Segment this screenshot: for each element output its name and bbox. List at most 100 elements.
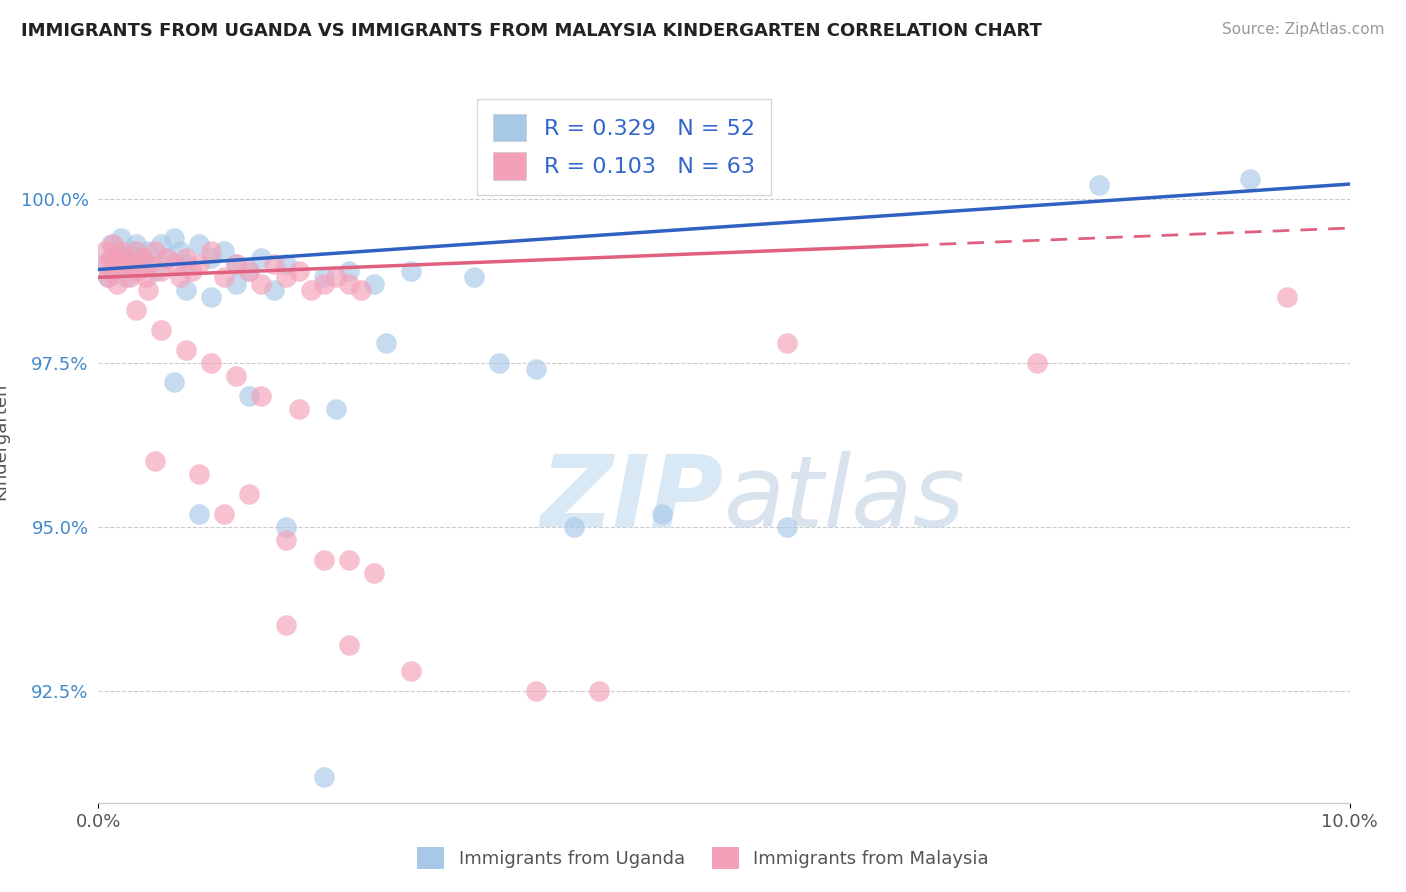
Point [143,264,166,278]
Point [312,270,335,285]
Point [212,270,235,285]
Point [110,244,132,258]
Legend: Immigrants from Uganda, Immigrants from Malaysia: Immigrants from Uganda, Immigrants from … [408,838,998,879]
Point [250,277,273,291]
Point [103,237,125,252]
Point [122,257,145,271]
Point [105,257,128,271]
Point [174,251,197,265]
Point [143,244,166,258]
Point [225,368,247,383]
Point [169,270,191,285]
Point [200,244,222,258]
Point [238,388,260,402]
Point [562,520,585,534]
Point [138,244,160,258]
Point [526,362,548,376]
Point [187,507,209,521]
Point [162,257,184,271]
Point [125,244,148,258]
Point [131,251,153,265]
Point [463,270,485,285]
Point [325,401,347,416]
Point [350,284,373,298]
Point [150,237,173,252]
Point [776,520,799,534]
Point [97,270,120,285]
Point [105,277,128,291]
Point [156,251,179,265]
Point [274,257,298,271]
Point [287,401,309,416]
Point [375,336,398,351]
Point [337,264,360,278]
Point [263,284,285,298]
Point [127,264,149,278]
Point [100,251,122,265]
Point [200,251,222,265]
Point [250,251,273,265]
Point [187,237,209,252]
Point [401,665,423,679]
Point [169,244,191,258]
Point [488,356,510,370]
Point [162,376,184,390]
Point [131,251,153,265]
Point [115,270,138,285]
Point [212,244,235,258]
Point [125,303,148,318]
Point [312,553,335,567]
Point [156,251,179,265]
Point [1277,290,1299,304]
Point [337,277,360,291]
Point [93,244,115,258]
Text: IMMIGRANTS FROM UGANDA VS IMMIGRANTS FROM MALAYSIA KINDERGARTEN CORRELATION CHAR: IMMIGRANTS FROM UGANDA VS IMMIGRANTS FRO… [21,22,1042,40]
Point [363,277,385,291]
Point [363,566,385,580]
Point [135,257,157,271]
Point [299,284,322,298]
Point [337,553,360,567]
Point [174,343,197,357]
Point [312,770,335,784]
Point [1088,178,1111,193]
Point [118,270,141,285]
Point [138,257,160,271]
Point [238,487,260,501]
Text: atlas: atlas [724,450,966,548]
Point [112,251,135,265]
Point [96,257,118,271]
Point [112,257,135,271]
Point [138,284,160,298]
Point [174,257,197,271]
Point [238,264,260,278]
Point [135,270,157,285]
Point [287,264,309,278]
Point [776,336,799,351]
Point [118,257,141,271]
Point [187,467,209,482]
Point [100,237,122,252]
Point [225,257,247,271]
Point [337,638,360,652]
Point [162,231,184,245]
Point [150,264,173,278]
Legend: R = 0.329   N = 52, R = 0.103   N = 63: R = 0.329 N = 52, R = 0.103 N = 63 [478,99,770,195]
Point [588,684,610,698]
Point [1239,171,1261,186]
Point [274,618,298,632]
Point [122,244,145,258]
Point [100,264,122,278]
Point [125,237,148,252]
Y-axis label: Kindergarten: Kindergarten [0,383,10,500]
Point [105,257,128,271]
Point [274,533,298,547]
Point [174,284,197,298]
Point [181,264,204,278]
Point [1026,356,1049,370]
Point [526,684,548,698]
Point [115,251,138,265]
Point [312,277,335,291]
Point [100,251,122,265]
Point [325,270,347,285]
